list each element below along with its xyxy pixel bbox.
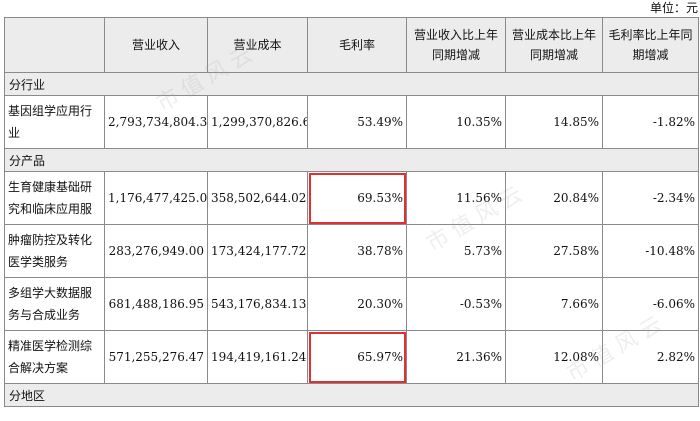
cost-change-cell: 12.08%	[505, 330, 603, 384]
cost-change-cell: 7.66%	[505, 277, 603, 331]
cost-cell: 194,419,161.24	[207, 330, 308, 384]
revenue-cell: 681,488,186.95	[104, 277, 208, 331]
table-row: 肿瘤防控及转化医学类服务 283,276,949.00 173,424,177.…	[4, 224, 699, 278]
revenue-cell: 2,793,734,804.37	[104, 95, 208, 149]
cost-change-cell: 27.58%	[505, 224, 603, 278]
header-cell: 营业收入比上年同期增减	[406, 17, 506, 73]
table-row: 生育健康基础研究和临床应用服 1,176,477,425.02 358,502,…	[4, 171, 699, 225]
margin-cell: 20.30%	[307, 277, 407, 331]
row-name: 精准医学检测综合解决方案	[4, 330, 105, 384]
row-name: 生育健康基础研究和临床应用服	[4, 171, 105, 225]
header-cell: 毛利率	[307, 17, 407, 73]
cost-change-cell: 14.85%	[505, 95, 603, 149]
unit-label: 单位：元	[649, 1, 698, 15]
revenue-cell: 1,176,477,425.02	[104, 171, 208, 225]
margin-change-cell: -10.48%	[602, 224, 699, 278]
section-label: 分产品	[4, 148, 699, 172]
margin-cell-highlighted: 65.97%	[307, 330, 407, 384]
row-name: 基因组学应用行业	[4, 95, 105, 149]
margin-cell: 38.78%	[307, 224, 407, 278]
revenue-change-cell: 5.73%	[406, 224, 506, 278]
table-row: 多组学大数据服务与合成业务 681,488,186.95 543,176,834…	[4, 277, 699, 331]
cost-change-cell: 20.84%	[505, 171, 603, 225]
revenue-change-cell: 21.36%	[406, 330, 506, 384]
header-cell: 营业成本	[207, 17, 308, 73]
header-cell	[4, 17, 105, 73]
section-row-region: 分地区	[4, 383, 699, 407]
header-cell: 营业成本比上年同期增减	[505, 17, 603, 73]
revenue-change-cell: -0.53%	[406, 277, 506, 331]
cost-cell: 1,299,370,826.64	[207, 95, 308, 149]
margin-cell-highlighted: 69.53%	[307, 171, 407, 225]
header-cell: 营业收入	[104, 17, 208, 73]
section-label: 分地区	[4, 383, 699, 407]
margin-cell: 53.49%	[307, 95, 407, 149]
cost-cell: 358,502,644.02	[207, 171, 308, 225]
section-row-industry: 分行业	[4, 72, 699, 96]
table-row: 精准医学检测综合解决方案 571,255,276.47 194,419,161.…	[4, 330, 699, 384]
header-cell: 毛利率比上年同期增减	[602, 17, 699, 73]
section-row-product: 分产品	[4, 148, 699, 172]
margin-change-cell: -6.06%	[602, 277, 699, 331]
revenue-cell: 571,255,276.47	[104, 330, 208, 384]
margin-change-cell: -2.34%	[602, 171, 699, 225]
margin-change-cell: -1.82%	[602, 95, 699, 149]
section-label: 分行业	[4, 72, 699, 96]
revenue-change-cell: 11.56%	[406, 171, 506, 225]
row-name: 肿瘤防控及转化医学类服务	[4, 224, 105, 278]
cost-cell: 543,176,834.13	[207, 277, 308, 331]
margin-change-cell: 2.82%	[602, 330, 699, 384]
row-name: 多组学大数据服务与合成业务	[4, 277, 105, 331]
table-row: 基因组学应用行业 2,793,734,804.37 1,299,370,826.…	[4, 95, 699, 149]
revenue-change-cell: 10.35%	[406, 95, 506, 149]
cost-cell: 173,424,177.72	[207, 224, 308, 278]
header-row: 营业收入 营业成本 毛利率 营业收入比上年同期增减 营业成本比上年同期增减 毛利…	[4, 17, 699, 73]
financial-table: 营业收入 营业成本 毛利率 营业收入比上年同期增减 营业成本比上年同期增减 毛利…	[4, 17, 699, 407]
revenue-cell: 283,276,949.00	[104, 224, 208, 278]
